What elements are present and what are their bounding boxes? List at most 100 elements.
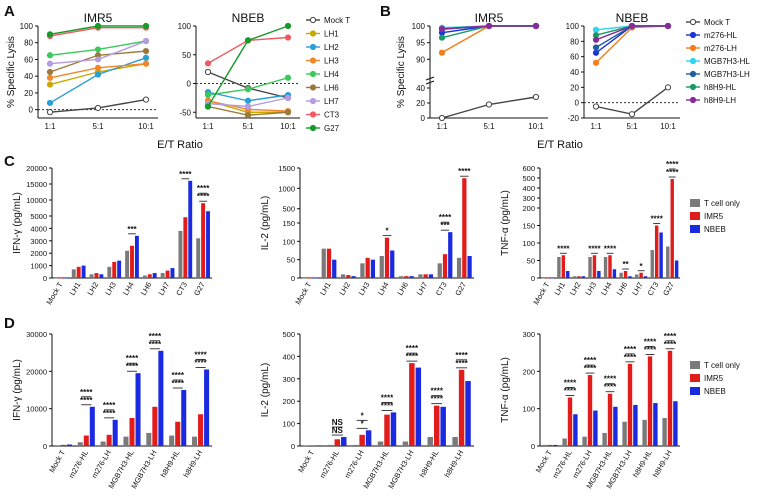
bar-NBEB-LH7 <box>170 268 175 278</box>
bar-T cell only-LH4 <box>379 256 384 278</box>
bar-NBEB-CT3 <box>659 232 663 278</box>
x-tick-label: LH2 <box>337 281 352 297</box>
bar-IMR5-CT3 <box>654 225 659 278</box>
bar-NBEB-LH6 <box>152 273 157 278</box>
legend-label-LH3: LH3 <box>324 57 339 66</box>
data-point-LH2 <box>244 97 252 104</box>
bar-T cell only-m276-LH <box>582 436 587 446</box>
sig-stars: **** <box>406 344 419 353</box>
bar-IMR5-Mock T <box>309 445 316 446</box>
bar-NBEB-h8H9-HL <box>653 403 658 446</box>
legend-marker <box>309 70 317 78</box>
y-tick-label: 100 <box>20 22 34 31</box>
bar-NBEB-Mock T <box>550 278 554 279</box>
bar-IMR5-Mock T <box>60 444 66 446</box>
bar-NBEB-MGB7H3-LH <box>633 404 638 446</box>
y-tick-label: 80 <box>24 39 33 48</box>
data-point-G27 <box>46 31 54 38</box>
x-tick-label: LH4 <box>599 281 614 297</box>
sig-stars: **** <box>650 215 663 224</box>
x-tick-label: Mock T <box>47 448 67 474</box>
x-tick-label: h8H9-LH <box>443 449 466 479</box>
x-tick-label: 10:1 <box>280 122 296 131</box>
data-point-LH7 <box>94 56 102 63</box>
bar-IMR5-LH7 <box>165 270 170 278</box>
x-tick-label: CT3 <box>174 281 189 298</box>
sig-stars: **** <box>604 383 617 392</box>
legend-label-Mock T: Mock T <box>704 18 730 27</box>
sig-stars: **** <box>179 170 192 179</box>
x-tick-label: m276-LH <box>90 449 113 480</box>
sig-stars: **** <box>126 354 139 363</box>
sig-stars: **** <box>624 345 637 354</box>
bar-T cell only-m276-HL <box>77 442 83 446</box>
bar-NBEB-LH4 <box>612 269 617 278</box>
bar-IMR5-h8H9-HL <box>433 405 440 446</box>
sig-stars: * <box>385 227 389 236</box>
y-tick-label: 20 <box>570 83 579 92</box>
y-tick-label: 30000 <box>26 330 47 339</box>
bar-T cell only-CT3 <box>650 250 654 278</box>
bar-T cell only-LH2 <box>572 276 577 278</box>
legend-marker <box>309 57 317 64</box>
bar-IMR5-h8H9-LH <box>198 414 204 446</box>
data-point-h8H9-LH <box>664 22 672 30</box>
bar-T cell only-LH2 <box>340 274 346 278</box>
legend-marker <box>689 96 697 104</box>
x-tick-label: LH2 <box>85 281 100 297</box>
bar-IMR5-LH3 <box>112 261 117 278</box>
data-point-LH4 <box>244 86 252 93</box>
bar-T cell only-Mock T <box>302 278 307 279</box>
legend-label-NBEB: NBEB <box>704 387 726 396</box>
bar-IMR5-LH3 <box>592 255 597 278</box>
sig-stars: **** <box>149 340 162 349</box>
y-tick-label: 300 <box>522 194 535 203</box>
bar-NBEB-h8H9-HL <box>181 390 187 446</box>
bar-NBEB-G27 <box>674 260 679 278</box>
data-point-LH3 <box>94 64 102 71</box>
bar-NBEB-LH1 <box>566 271 570 278</box>
sig-stars: NS <box>332 418 344 427</box>
sig-stars: **** <box>624 353 637 362</box>
x-tick-label: G27 <box>192 281 207 298</box>
legend-marker <box>309 111 317 118</box>
data-point-LH4 <box>284 74 292 81</box>
bar-NBEB-MGB7H3-HL <box>390 412 397 446</box>
bar-NBEB-LH4 <box>134 235 139 278</box>
bar-IMR5-MGB7H3-HL <box>384 414 390 446</box>
bar-T cell only-h8H9-HL <box>642 419 647 446</box>
y-tick-label: 500 <box>282 330 295 339</box>
y-tick-label: 50 <box>182 51 191 60</box>
series-line-Mock T <box>207 71 289 99</box>
data-point-G27 <box>204 103 212 110</box>
bar-IMR5-m276-HL <box>567 397 573 446</box>
x-tick-label: 1:1 <box>202 122 214 131</box>
data-point-h8H9-LH <box>438 25 446 32</box>
legend-marker <box>309 97 317 105</box>
bar-NBEB-CT3 <box>448 232 453 278</box>
bar-T cell only-LH1 <box>557 257 561 278</box>
bar-T cell only-LH3 <box>360 263 365 278</box>
sig-stars: **** <box>564 386 577 395</box>
y-tick-label: 0 <box>29 106 34 115</box>
data-point-MGB7H3-LH <box>592 44 600 51</box>
x-tick-label: LH1 <box>68 281 83 297</box>
sig-stars: **** <box>430 395 443 404</box>
bar-T cell only-G27 <box>666 246 670 278</box>
bar-NBEB-LH4 <box>390 250 395 278</box>
sig-stars: **** <box>644 345 657 354</box>
y-tick-label: 400 <box>282 352 295 361</box>
legend-marker <box>309 84 317 91</box>
x-tick-label: 10:1 <box>660 122 676 131</box>
bar-NBEB-LH3 <box>597 271 601 278</box>
y-axis-label: IL-2 (pg/mL) <box>260 363 271 417</box>
y-tick-label: 4000 <box>30 224 47 233</box>
bar-T cell only-Mock T <box>54 445 60 446</box>
data-point-Mock T <box>592 103 600 110</box>
bar-IMR5-m276-LH <box>359 434 365 446</box>
y-tick-label: 1500 <box>278 164 295 173</box>
bar-IMR5-CT3 <box>183 217 188 278</box>
bar-NBEB-MGB7H3-LH <box>415 367 422 446</box>
x-tick-label: 1:1 <box>436 122 448 131</box>
